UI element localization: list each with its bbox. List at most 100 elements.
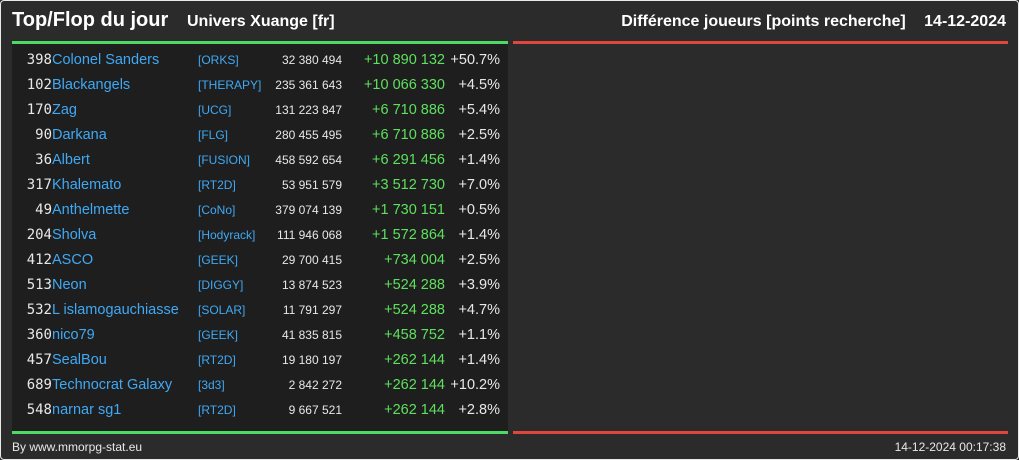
player-name-link[interactable]: ASCO <box>52 252 94 268</box>
table-row: 317 Khalemato [RT2D] 53 951 579 +3 512 730 +7… <box>12 173 508 198</box>
ranking-type-label: Différence joueurs [points recherche] <box>621 13 906 30</box>
player-points: 53 951 579 <box>281 178 342 192</box>
alliance-tag-link[interactable]: [UCG] <box>198 103 232 117</box>
player-rank: 90 <box>35 127 52 143</box>
table-row: 36 Albert [FUSION] 458 592 654 +6 291 456 +1.… <box>12 148 508 173</box>
player-name-link[interactable]: Darkana <box>52 127 107 143</box>
table-row: 204 Sholva [Hodyrack] 111 946 068 +1 572 864… <box>12 223 508 248</box>
player-rank: 548 <box>26 402 52 418</box>
player-rank: 412 <box>26 252 52 268</box>
player-points: 29 700 415 <box>281 253 342 267</box>
points-difference: +734 004 <box>384 252 445 268</box>
player-name-link[interactable]: Anthelmette <box>52 202 130 218</box>
alliance-tag-link[interactable]: [CoNo] <box>198 203 236 217</box>
header-date: 14-12-2024 <box>924 13 1006 30</box>
player-name-link[interactable]: Albert <box>52 152 90 168</box>
points-difference: +458 752 <box>384 327 445 343</box>
player-points: 379 074 139 <box>275 203 342 217</box>
player-name-link[interactable]: Colonel Sanders <box>52 52 160 68</box>
player-rank: 49 <box>35 202 52 218</box>
points-difference: +3 512 730 <box>372 177 445 193</box>
points-difference: +262 144 <box>384 402 445 418</box>
flop-divider-red <box>513 41 1008 44</box>
alliance-tag-link[interactable]: [SOLAR] <box>198 303 246 317</box>
player-name-link[interactable]: SealBou <box>52 352 107 368</box>
player-points: 11 791 297 <box>282 303 342 317</box>
player-points: 19 180 197 <box>281 353 342 367</box>
points-difference: +10 890 132 <box>363 52 445 68</box>
percent-change: +1.4% <box>458 152 500 168</box>
points-difference: +6 710 886 <box>372 127 445 143</box>
alliance-tag-link[interactable]: [Hodyrack] <box>198 228 256 242</box>
percent-change: +1.4% <box>458 227 500 243</box>
percent-change: +50.7% <box>450 52 500 68</box>
percent-change: +5.4% <box>458 102 500 118</box>
player-points: 32 380 494 <box>281 53 342 67</box>
player-rank: 398 <box>26 52 52 68</box>
percent-change: +7.0% <box>458 177 500 193</box>
alliance-tag-link[interactable]: [3d3] <box>198 378 225 392</box>
player-name-link[interactable]: Khalemato <box>52 177 122 193</box>
table-row: 412 ASCO [GEEK] 29 700 415 +734 004 +2.5% <box>12 248 508 273</box>
top-divider-green <box>12 41 508 44</box>
top-bottom-divider-green <box>12 431 508 434</box>
alliance-tag-link[interactable]: [GEEK] <box>198 328 239 342</box>
alliance-tag-link[interactable]: [GEEK] <box>198 253 239 267</box>
points-difference: +10 066 330 <box>363 77 445 93</box>
player-rank: 513 <box>26 277 52 293</box>
flop-bottom-divider-red <box>513 431 1008 434</box>
alliance-tag-link[interactable]: [ORKS] <box>198 53 239 67</box>
percent-change: +10.2% <box>450 377 500 393</box>
points-difference: +6 291 456 <box>372 152 445 168</box>
points-difference: +1 572 864 <box>372 227 445 243</box>
table-row: 360 nico79 [GEEK] 41 835 815 +458 752 +1.1% <box>12 323 508 348</box>
alliance-tag-link[interactable]: [RT2D] <box>198 178 236 192</box>
alliance-tag-link[interactable]: [DIGGY] <box>198 278 244 292</box>
table-row: 513 Neon [DIGGY] 13 874 523 +524 288 +3.9% <box>12 273 508 298</box>
player-rank: 360 <box>26 327 52 343</box>
player-name-link[interactable]: Neon <box>52 277 87 293</box>
player-points: 458 592 654 <box>275 153 342 167</box>
alliance-tag-link[interactable]: [RT2D] <box>198 353 236 367</box>
player-rank: 532 <box>26 302 52 318</box>
player-points: 2 842 272 <box>288 378 342 392</box>
player-rank: 102 <box>26 77 52 93</box>
percent-change: +2.5% <box>458 127 500 143</box>
header-right: Différence joueurs [points recherche] 14… <box>621 13 1006 31</box>
points-difference: +262 144 <box>384 377 445 393</box>
points-difference: +262 144 <box>384 352 445 368</box>
table-row: 398 Colonel Sanders [ORKS] 32 380 494 +10 89… <box>12 48 508 73</box>
player-rank: 457 <box>26 352 52 368</box>
player-name-link[interactable]: narnar sg1 <box>52 402 122 418</box>
alliance-tag-link[interactable]: [FUSION] <box>198 153 251 167</box>
points-difference: +1 730 151 <box>372 202 445 218</box>
player-rank: 170 <box>26 102 52 118</box>
table-row: 170 Zag [UCG] 131 223 847 +6 710 886 +5.4% <box>12 98 508 123</box>
percent-change: +2.8% <box>458 402 500 418</box>
player-name-link[interactable]: Blackangels <box>52 77 131 93</box>
table-row: 548 narnar sg1 [RT2D] 9 667 521 +262 144 +2.8… <box>12 398 508 423</box>
player-name-link[interactable]: L islamogauchiasse <box>52 302 179 318</box>
percent-change: +1.4% <box>458 352 500 368</box>
player-rank: 36 <box>35 152 52 168</box>
points-difference: +524 288 <box>384 277 445 293</box>
player-name-link[interactable]: nico79 <box>52 327 95 343</box>
player-name-link[interactable]: Zag <box>52 102 77 118</box>
flop-players-panel <box>513 44 1008 431</box>
points-difference: +524 288 <box>384 302 445 318</box>
alliance-tag-link[interactable]: [RT2D] <box>198 403 236 417</box>
player-points: 111 946 068 <box>277 228 342 242</box>
player-points: 41 835 815 <box>281 328 342 342</box>
table-row: 90 Darkana [FLG] 280 455 495 +6 710 886 +2.5% <box>12 123 508 148</box>
player-name-link[interactable]: Sholva <box>52 227 97 243</box>
alliance-tag-link[interactable]: [FLG] <box>198 128 229 142</box>
player-points: 9 667 521 <box>288 403 342 417</box>
player-points: 13 874 523 <box>281 278 342 292</box>
table-row: 457 SealBou [RT2D] 19 180 197 +262 144 +1.4% <box>12 348 508 373</box>
alliance-tag-link[interactable]: [THERAPY] <box>198 78 262 92</box>
percent-change: +4.5% <box>458 77 500 93</box>
percent-change: +2.5% <box>458 252 500 268</box>
player-name-link[interactable]: Technocrat Galaxy <box>52 377 173 393</box>
table-row: 689 Technocrat Galaxy [3d3] 2 842 272 +262 1… <box>12 373 508 398</box>
